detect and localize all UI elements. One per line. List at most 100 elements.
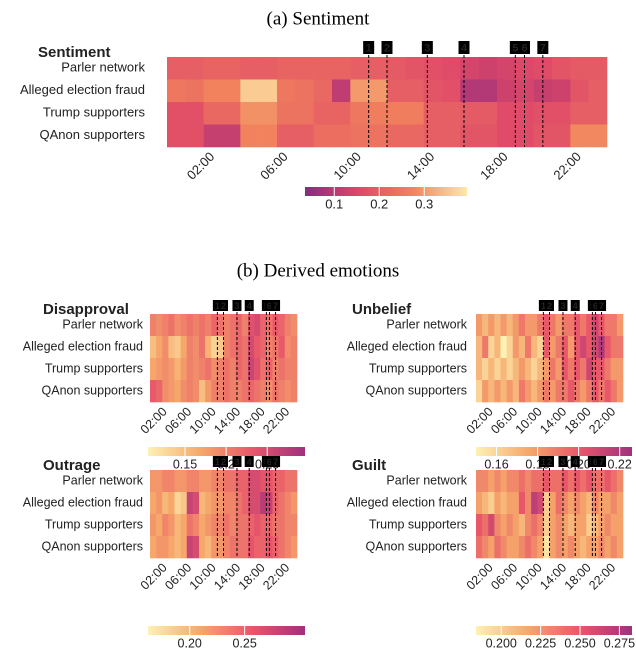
heat-cell: [500, 314, 507, 337]
heat-cell: [284, 314, 292, 337]
heat-cell: [531, 492, 538, 515]
heat-cell: [604, 314, 612, 337]
heat-cell: [168, 470, 175, 493]
heat-cell: [494, 336, 501, 359]
heat-cell: [476, 336, 483, 359]
heat-cell: [229, 536, 237, 559]
heat-cell: [203, 57, 223, 80]
heat-cell: [313, 79, 333, 103]
heat-cell: [313, 124, 333, 148]
event-label: 5: [512, 42, 518, 54]
heat-cell: [290, 336, 298, 359]
heat-cell: [588, 124, 608, 148]
heat-cell: [476, 536, 483, 559]
heat-cell: [368, 124, 388, 148]
heat-cell: [290, 358, 298, 381]
heat-cell: [567, 470, 575, 493]
heat-cell: [162, 536, 169, 559]
heat-cell: [574, 358, 581, 381]
heat-cell: [549, 536, 556, 559]
heat-cell: [174, 314, 181, 337]
colorbar: [305, 187, 467, 196]
x-tick-label: 18:00: [562, 405, 594, 437]
heat-cell: [278, 314, 286, 337]
heat-cell: [610, 470, 618, 493]
event-box: [597, 300, 607, 311]
heat-cell: [561, 470, 569, 493]
heat-cell: [229, 358, 237, 381]
heat-cell: [512, 536, 520, 559]
heat-cell: [500, 536, 507, 559]
heat-cell: [533, 57, 553, 80]
heat-cell: [574, 380, 581, 403]
heat-cell: [570, 57, 589, 80]
heat-cell: [156, 470, 163, 493]
colorbar-label: 0.250: [564, 636, 595, 650]
heat-cell: [555, 314, 563, 337]
heat-cell: [248, 314, 255, 337]
event-box: [232, 456, 242, 467]
heat-cell: [168, 358, 175, 381]
heat-cell: [205, 514, 212, 537]
heat-cell: [167, 124, 186, 148]
heat-cell: [162, 358, 169, 381]
heat-cell: [295, 102, 314, 125]
heat-cell: [150, 336, 157, 359]
heat-cell: [260, 492, 267, 515]
event-box: [509, 41, 521, 54]
heat-cell: [476, 492, 483, 515]
event-box: [590, 300, 600, 311]
heat-cell: [162, 492, 169, 515]
heat-cell: [217, 380, 224, 403]
heat-cell: [512, 470, 520, 493]
heat-cell: [482, 470, 489, 493]
heat-cell: [290, 470, 298, 493]
heat-cell: [203, 79, 223, 103]
heat-cell: [616, 380, 624, 403]
heat-cell: [235, 470, 243, 493]
heat-cell: [174, 492, 181, 515]
row-label: QAnon supporters: [366, 383, 467, 397]
heat-cell: [598, 380, 605, 403]
heat-cell: [616, 514, 624, 537]
heat-cell: [405, 124, 424, 148]
x-tick-label: 14:00: [211, 405, 243, 437]
heat-cell: [211, 492, 218, 515]
heat-cell: [525, 536, 532, 559]
colorbar-label: 0.1: [325, 196, 343, 211]
heat-cell: [574, 492, 581, 515]
heat-cell: [223, 536, 230, 559]
heat-cell: [185, 102, 204, 125]
x-tick-label: 22:00: [550, 149, 584, 183]
row-label: Parler network: [62, 473, 143, 487]
heat-cell: [567, 536, 575, 559]
event-box: [244, 456, 254, 467]
row-label: QAnon supporters: [366, 539, 467, 553]
heat-cell: [525, 336, 532, 359]
heat-cell: [531, 514, 538, 537]
heat-cell: [186, 358, 194, 381]
x-tick-label: 22:00: [586, 405, 618, 437]
heat-cell: [610, 314, 618, 337]
heat-cell: [604, 514, 612, 537]
heat-cell: [254, 514, 261, 537]
heat-cell: [592, 536, 599, 559]
heat-cell: [494, 358, 501, 381]
heat-cell: [217, 314, 224, 337]
heat-cell: [284, 470, 292, 493]
heat-cell: [199, 336, 206, 359]
row-label: Trump supporters: [43, 105, 146, 120]
x-tick-label: 22:00: [260, 405, 292, 437]
heat-cell: [350, 57, 369, 80]
heat-cell: [222, 57, 241, 80]
heat-cell: [266, 536, 273, 559]
heat-cell: [537, 492, 544, 515]
heat-cell: [586, 380, 593, 403]
heat-cell: [222, 79, 241, 103]
heat-cell: [223, 514, 230, 537]
heat-cell: [277, 102, 296, 125]
heat-cell: [278, 514, 286, 537]
event-label: 6: [267, 457, 272, 467]
heat-cell: [512, 336, 520, 359]
heat-cell: [580, 336, 587, 359]
